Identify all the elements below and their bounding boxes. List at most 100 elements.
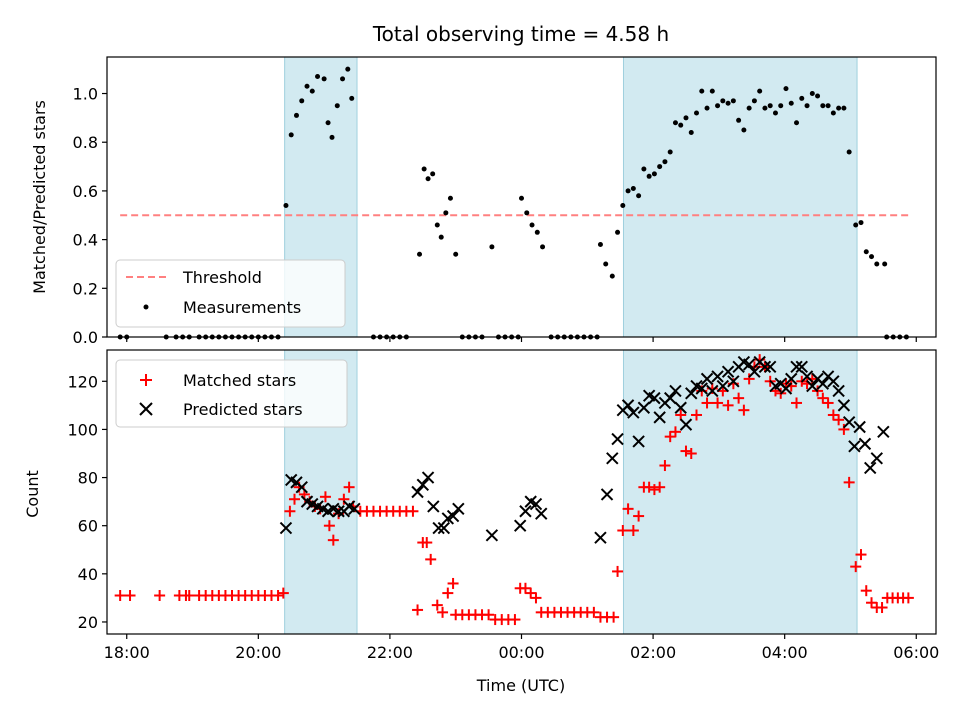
measurement-point [667,149,673,155]
matched-stars-point [338,493,350,505]
measurement-point [804,103,810,109]
measurement-point [421,166,427,172]
measurement-point [715,103,721,109]
matched-stars-point [431,599,443,611]
matched-stars-point [855,549,867,561]
bottom-panel: 20 40 60 80 100 120 18:00 20:00 22:00 00:00 02:00 0… [67,349,939,662]
matched-stars-point [843,476,855,488]
matched-stars-point [860,585,872,597]
measurement-point [646,173,652,179]
measurement-point [534,229,540,235]
predicted-stars-point [827,375,840,388]
measurement-point [321,76,327,82]
measurement-point [349,95,355,101]
measurement-point [615,229,621,235]
legend-measurements-swatch [143,304,149,310]
matched-stars-point [822,397,834,409]
measurement-point [757,88,763,94]
measurement-point [694,110,700,116]
matched-stars-point [664,431,676,443]
measurement-point [325,120,331,126]
predicted-stars-point [611,432,624,446]
top-y-tick-label: 1.0 [73,85,98,104]
measurement-point [882,261,888,267]
measurement-point [688,129,694,135]
measurement-point [846,149,852,155]
matched-stars-point [833,414,845,426]
predicted-stars-point [594,531,607,544]
legend-predicted-label: Predicted stars [183,400,303,419]
measurement-point [315,73,321,79]
bottom-y-tick-label: 60 [78,517,98,536]
matched-stars-point [701,397,713,409]
measurement-point [603,261,609,267]
predicted-stars-point [669,384,682,398]
measurement-point [869,254,875,260]
matched-stars-point [691,409,703,421]
predicted-stars-point [348,502,361,516]
measurement-point [678,122,684,128]
measurement-point [809,91,815,97]
measurement-point [725,100,731,106]
predicted-stars-point [416,478,430,491]
predicted-stars-point [716,379,730,393]
predicted-stars-point [721,365,735,378]
predicted-stars-point [437,521,451,535]
measurement-point [662,159,668,165]
measurement-point [641,166,647,172]
predicted-stars-point [800,370,814,383]
measurement-point [825,103,831,109]
predicted-stars-point [785,372,798,386]
measurement-point [651,171,657,177]
measurement-point [683,115,689,121]
predicted-stars-point [519,505,532,518]
matched-stars-point [680,445,692,457]
top-y-tick-label: 0.4 [73,231,98,250]
measurement-point [425,176,431,182]
measurement-point [841,105,847,111]
matched-stars-point [407,505,419,517]
predicted-stars-point [748,365,761,378]
measurement-point [699,88,705,94]
top-panel: 0.0 0.2 0.4 0.6 0.8 1.0 [73,56,937,347]
predicted-stars-point [279,521,293,535]
predicted-stars-point [870,452,883,465]
top-y-tick-label: 0.8 [73,133,98,152]
x-tick-label: 06:00 [893,643,939,662]
predicted-stars-point [606,452,619,465]
predicted-stars-point [877,425,890,439]
chart-title: Total observing time = 4.58 h [372,22,669,46]
measurement-point [778,103,784,109]
x-tick-label: 00:00 [498,643,544,662]
measurement-point [443,210,449,216]
measurement-point [288,132,294,138]
matched-stars-point [733,392,745,404]
matched-stars-point [627,525,639,537]
predicted-stars-point [637,401,651,414]
measurement-point [858,220,864,226]
predicted-stars-point [795,360,808,374]
measurement-point [709,88,715,94]
matched-stars-point [319,491,331,503]
top-y-tick-label: 0.2 [73,279,98,298]
measurement-point [434,222,440,228]
matched-stars-point [685,447,697,459]
matched-stars-point [183,589,195,601]
top-y-tick-label: 0.0 [73,328,98,347]
measurement-point [329,134,335,140]
matched-stars-point [738,404,750,416]
matched-stars-point [722,399,734,411]
matched-stars-point [442,587,454,599]
matched-stars-point [343,481,355,493]
matched-stars-point [323,520,335,532]
bottom-y-axis-label: Count [23,470,42,518]
predicted-stars-point [452,502,465,516]
predicted-stars-point [432,521,445,535]
predicted-stars-point [863,461,877,475]
measurement-point [540,244,546,250]
measurement-point [417,251,423,257]
matched-stars-point [654,481,666,493]
predicted-stars-point [663,391,677,405]
legend-threshold-label: Threshold [182,268,262,287]
bottom-y-tick-label: 20 [78,613,98,632]
